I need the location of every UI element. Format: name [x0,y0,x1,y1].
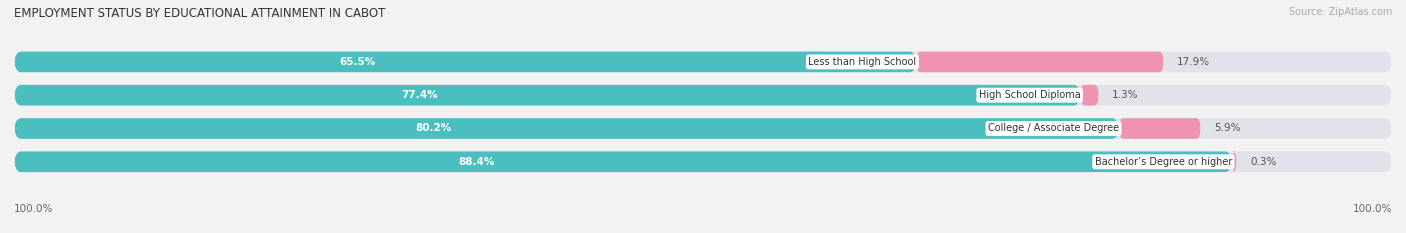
FancyBboxPatch shape [14,151,1232,172]
Text: 5.9%: 5.9% [1215,123,1240,134]
FancyBboxPatch shape [14,51,1392,72]
Text: 100.0%: 100.0% [1353,204,1392,214]
FancyBboxPatch shape [1232,151,1236,172]
Text: Source: ZipAtlas.com: Source: ZipAtlas.com [1288,7,1392,17]
FancyBboxPatch shape [917,51,1163,72]
Text: 0.3%: 0.3% [1250,157,1277,167]
FancyBboxPatch shape [14,151,1392,172]
Text: Less than High School: Less than High School [808,57,917,67]
Text: College / Associate Degree: College / Associate Degree [988,123,1119,134]
FancyBboxPatch shape [14,118,1392,139]
Legend: In Labor Force, Unemployed: In Labor Force, Unemployed [612,231,794,233]
FancyBboxPatch shape [14,51,917,72]
Text: 100.0%: 100.0% [14,204,53,214]
Text: 80.2%: 80.2% [416,123,453,134]
Text: 77.4%: 77.4% [401,90,437,100]
FancyBboxPatch shape [14,85,1392,106]
Text: 1.3%: 1.3% [1112,90,1139,100]
FancyBboxPatch shape [1081,85,1098,106]
FancyBboxPatch shape [14,85,1081,106]
Text: EMPLOYMENT STATUS BY EDUCATIONAL ATTAINMENT IN CABOT: EMPLOYMENT STATUS BY EDUCATIONAL ATTAINM… [14,7,385,20]
Text: 17.9%: 17.9% [1177,57,1211,67]
FancyBboxPatch shape [1119,118,1201,139]
Text: 65.5%: 65.5% [339,57,375,67]
FancyBboxPatch shape [14,118,1119,139]
Text: High School Diploma: High School Diploma [979,90,1081,100]
Text: Bachelor’s Degree or higher: Bachelor’s Degree or higher [1095,157,1232,167]
Text: 88.4%: 88.4% [458,157,495,167]
